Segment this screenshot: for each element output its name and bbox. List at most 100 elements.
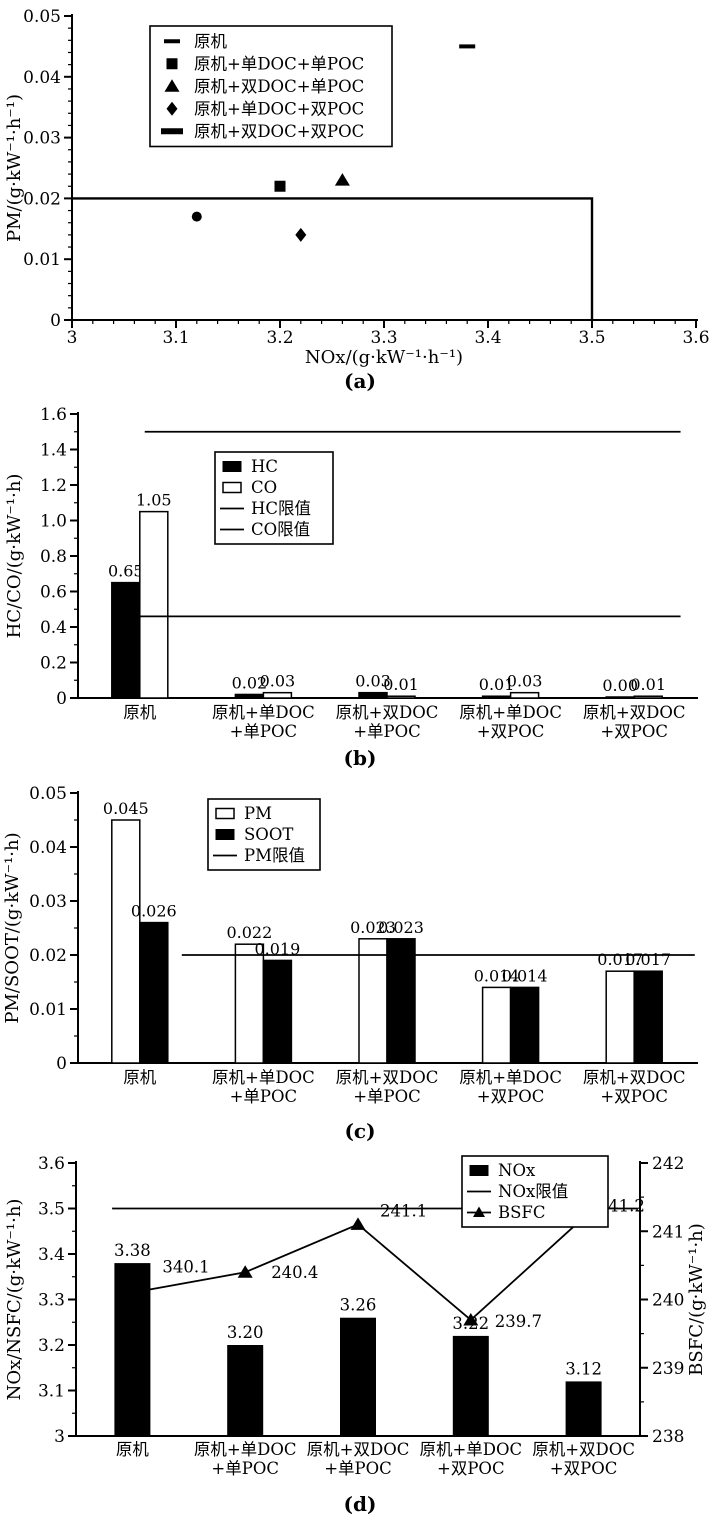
bar-value-label: 0.01 bbox=[479, 675, 515, 694]
bar-value-label: 3.26 bbox=[340, 1296, 377, 1315]
x-tick-label: 3.5 bbox=[578, 328, 605, 348]
category-label: 原机+单DOC bbox=[194, 1440, 297, 1459]
y-tick-label: 1.0 bbox=[40, 512, 67, 532]
bar-HC bbox=[481, 695, 512, 699]
bar-NOx bbox=[565, 1381, 602, 1436]
panel-c-sublabel: (c) bbox=[344, 1119, 376, 1143]
bar-HC bbox=[358, 691, 388, 699]
bar-HC bbox=[111, 581, 141, 699]
legend-label: 原机+单DOC+双POC bbox=[194, 99, 364, 118]
bar-value-label: 0.02 bbox=[232, 673, 268, 692]
category-label: +单POC bbox=[211, 1459, 279, 1478]
diamond-marker-icon bbox=[166, 101, 178, 116]
y-tick-label: 1.4 bbox=[40, 441, 67, 461]
category-label: 原机+单DOC bbox=[459, 703, 562, 722]
line-value-label: 241.1 bbox=[380, 1201, 427, 1220]
panel-d-sublabel: (d) bbox=[343, 1492, 377, 1516]
line-triangle-marker-icon bbox=[473, 1206, 485, 1217]
bar-value-label: 3.20 bbox=[227, 1323, 264, 1342]
bar-value-label: 0.01 bbox=[630, 675, 666, 694]
bar-value-label: 0.023 bbox=[350, 918, 396, 937]
triangle-marker-icon bbox=[124, 1285, 140, 1299]
x-axis-label: NOx/(g·kW⁻¹·h⁻¹) bbox=[305, 347, 463, 368]
bar-chart-hc-co: 00.20.40.60.81.01.21.41.60.651.05原机0.020… bbox=[4, 405, 698, 741]
panel-a-sublabel: (a) bbox=[344, 369, 376, 393]
bar-value-label: 0.014 bbox=[474, 966, 520, 985]
panel-a: 0 0.01 0.02 0.03 0.04 0.05 3 3.1 3.2 3.3 3.4 3.5 3.6… bbox=[0, 0, 720, 400]
panel-c: 0 0.01 0.02 0.03 0.04 0.05 0.045 0.026 原机 0.022 0.… bbox=[0, 775, 720, 1148]
bar-value-label: 0.017 bbox=[625, 950, 671, 969]
bar-SOOT bbox=[139, 921, 169, 1064]
legend: HC CO HC限值 CO限值 bbox=[214, 451, 334, 545]
bar-NOx bbox=[452, 1335, 489, 1436]
category-label: 原机 bbox=[123, 703, 157, 722]
y-tick-label: 1.6 bbox=[40, 405, 67, 425]
bar-CO bbox=[262, 691, 293, 699]
plot-area: 00.010.020.030.040.050.0450.026原机0.0220.… bbox=[2, 784, 698, 1106]
legend-label: SOOT bbox=[244, 825, 293, 844]
y-tick-label: 3.5 bbox=[38, 1200, 65, 1220]
category-label: 原机+双DOC bbox=[336, 1068, 439, 1087]
line-value-label: 241.2 bbox=[598, 1197, 645, 1216]
bar-value-label: 0.00 bbox=[602, 676, 638, 695]
dash-marker-icon bbox=[164, 39, 180, 44]
y-tick-label-right: 241 bbox=[652, 1222, 684, 1242]
y-tick-label: 0.4 bbox=[40, 618, 67, 638]
legend-label: NOx限值 bbox=[498, 1182, 568, 1201]
square-marker-icon bbox=[274, 180, 286, 192]
bar-value-label: 0.019 bbox=[254, 939, 300, 958]
legend-box bbox=[149, 25, 393, 148]
line-value-label: 240.4 bbox=[271, 1263, 318, 1282]
bar-value-label: 0.022 bbox=[226, 923, 272, 942]
legend-label: CO bbox=[251, 478, 277, 497]
y-tick-label: 3.6 bbox=[38, 1154, 65, 1174]
black-box-marker-icon bbox=[215, 829, 235, 840]
scatter-chart-pm-nox: 0 0.01 0.02 0.03 0.04 0.05 3 3.1 3.2 3.3 3.4 3.5 3.6… bbox=[4, 7, 710, 368]
y-tick-label: 3.4 bbox=[38, 1245, 65, 1265]
bar-value-label: 0.03 bbox=[260, 672, 296, 691]
plot-area: 3 3.1 3.2 3.3 3.4 3.5 3.6 238 239 240 241 242 3.38 原机… bbox=[4, 1154, 707, 1478]
white-box-marker-icon bbox=[215, 807, 235, 820]
category-label: +单POC bbox=[353, 1087, 421, 1106]
category-label: +双POC bbox=[600, 1087, 668, 1106]
legend-label: HC bbox=[251, 457, 278, 476]
x-tick-label: 3 bbox=[67, 328, 78, 348]
y-axis-label: HC/CO/(g·kW⁻¹·h) bbox=[4, 474, 25, 639]
x-tick-label: 3.6 bbox=[682, 328, 709, 348]
bar-value-label: 1.05 bbox=[136, 491, 172, 510]
y-tick-label: 0.04 bbox=[23, 68, 61, 88]
bar-value-label: 0.014 bbox=[502, 966, 548, 985]
triangle-marker-icon bbox=[164, 79, 180, 92]
y-tick-label: 1.2 bbox=[40, 476, 67, 496]
bar-HC bbox=[234, 693, 265, 699]
category-label: 原机+单DOC bbox=[419, 1440, 522, 1459]
y-axis-label-right: BSFC/(g·kW⁻¹·h) bbox=[686, 1223, 707, 1376]
x-tick-label: 3.4 bbox=[474, 328, 501, 348]
bar-value-label: 3.12 bbox=[565, 1359, 602, 1378]
panel-b-sublabel: (b) bbox=[343, 746, 377, 770]
legend-label: BSFC bbox=[498, 1203, 546, 1222]
y-tick-label: 0.05 bbox=[29, 784, 67, 804]
bar-NOx bbox=[227, 1345, 264, 1436]
triangle-marker-icon bbox=[237, 1265, 253, 1278]
bar-PM bbox=[605, 970, 635, 1064]
y-tick-label: 0.6 bbox=[40, 583, 67, 603]
category-label: 原机+双DOC bbox=[583, 703, 686, 722]
plot-area: 00.20.40.60.81.01.21.41.60.651.05原机0.020… bbox=[4, 405, 698, 741]
bar-value-label: 0.01 bbox=[383, 675, 419, 694]
legend-label: 原机+双DOC+单POC bbox=[194, 77, 364, 96]
y-tick-label: 0 bbox=[50, 311, 61, 331]
legend-label: 原机+双DOC+双POC bbox=[194, 122, 364, 141]
legend-label: HC限值 bbox=[251, 499, 311, 518]
dash-marker-icon bbox=[459, 44, 476, 49]
y-tick-label: 0.03 bbox=[23, 129, 61, 149]
y-tick-label-right: 239 bbox=[652, 1359, 684, 1379]
category-label: +单POC bbox=[230, 722, 298, 741]
bar-PM bbox=[234, 943, 265, 1064]
bar-CO bbox=[509, 691, 540, 699]
black-box-marker-icon bbox=[222, 461, 242, 472]
bar-value-label: 0.03 bbox=[355, 672, 391, 691]
category-label: +单POC bbox=[230, 1087, 298, 1106]
